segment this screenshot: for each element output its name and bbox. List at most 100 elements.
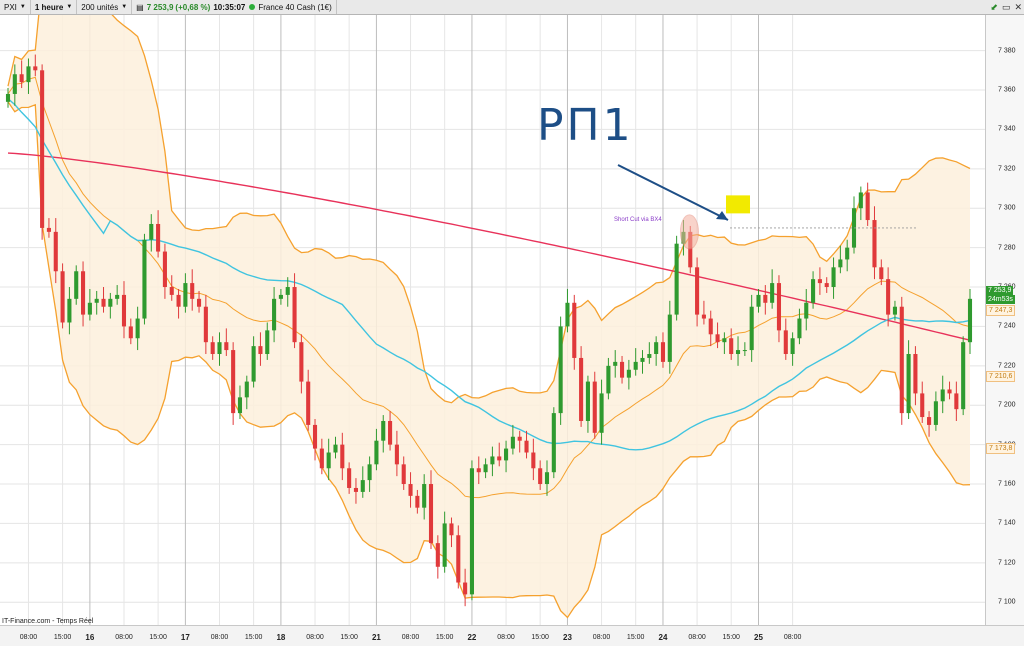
candle-down xyxy=(169,287,174,295)
candle-up xyxy=(74,271,79,299)
candle-up xyxy=(149,223,154,240)
x-tick-label: 24 xyxy=(658,633,668,642)
candle-down xyxy=(592,381,597,433)
candle-down xyxy=(660,342,666,362)
candle-up xyxy=(108,298,113,307)
candle-up xyxy=(961,342,966,410)
y-tick-label: 7 360 xyxy=(998,86,1016,94)
candle-up xyxy=(26,66,31,83)
candle-down xyxy=(60,271,65,323)
candle-up xyxy=(87,302,92,315)
candle-up xyxy=(797,318,802,339)
arrow-icon[interactable]: ⬋ xyxy=(990,1,998,12)
candle-down xyxy=(715,334,720,343)
candle-up xyxy=(626,369,631,378)
candle-down xyxy=(865,192,870,221)
candle-up xyxy=(667,314,672,362)
candle-down xyxy=(872,220,877,268)
moving-average-tag: 7 247,3 xyxy=(986,305,1016,316)
x-tick-label: 21 xyxy=(371,633,381,642)
y-tick-label: 7 120 xyxy=(998,559,1016,567)
candle-up xyxy=(244,381,249,398)
signal-label: Short Cut via BX4 xyxy=(614,217,662,223)
x-tick-label: 16 xyxy=(85,633,95,642)
candle-down xyxy=(729,338,734,355)
candle-up xyxy=(647,354,652,358)
candle-down xyxy=(497,456,502,461)
candle-up xyxy=(142,239,147,319)
price-chart[interactable] xyxy=(0,15,985,625)
candle-up xyxy=(5,93,11,102)
candle-up xyxy=(749,306,754,351)
candle-down xyxy=(688,231,693,268)
candle-up xyxy=(838,259,843,268)
candle-up xyxy=(892,306,897,315)
candle-up xyxy=(933,401,938,425)
highlight-box xyxy=(726,195,750,214)
x-tick-label: 08:00 xyxy=(783,634,802,641)
candle-up xyxy=(858,192,863,209)
candle-up xyxy=(469,468,474,595)
candle-up xyxy=(811,279,816,303)
handwritten-annotation: PΠ1 xyxy=(537,100,634,151)
close-icon[interactable]: ✕ xyxy=(1014,1,1022,12)
candle-up xyxy=(599,393,604,433)
y-tick-label: 7 340 xyxy=(998,125,1016,133)
candle-up xyxy=(237,397,243,414)
x-tick-label: 22 xyxy=(467,633,477,642)
x-tick-label: 08:00 xyxy=(497,634,515,641)
last-price-tag: 7 253,9 xyxy=(986,286,1014,295)
candle-down xyxy=(817,279,822,284)
x-tick-label: 08:00 xyxy=(19,634,38,641)
candle-up xyxy=(183,283,188,307)
candle-up xyxy=(544,472,550,485)
x-tick-label: 23 xyxy=(563,633,572,642)
bollinger-lower-line xyxy=(7,101,971,619)
candle-up xyxy=(845,247,850,260)
slow-ma-line xyxy=(7,152,971,341)
candle-up xyxy=(115,294,120,299)
candle-up xyxy=(633,361,638,370)
candle-down xyxy=(312,424,318,449)
y-tick-label: 7 140 xyxy=(998,519,1016,527)
candle-down xyxy=(353,487,359,492)
candle-down xyxy=(196,298,202,307)
window-controls: ⬋ ▭ ✕ xyxy=(990,0,1022,14)
last-price: 7 253,9 xyxy=(146,2,174,12)
y-tick-label: 7 220 xyxy=(998,362,1016,370)
candle-up xyxy=(483,464,488,473)
bollinger-fill xyxy=(8,15,970,618)
x-axis-panel xyxy=(0,625,1024,646)
candle-up xyxy=(831,267,836,288)
candle-up xyxy=(585,381,590,421)
x-tick-label: 15:00 xyxy=(722,634,740,641)
interval-selector[interactable]: 1 heure ▼ xyxy=(31,0,78,14)
candle-up xyxy=(510,436,515,449)
units-selector[interactable]: 200 unités ▼ xyxy=(77,0,133,14)
minimize-icon[interactable]: ▭ xyxy=(1001,1,1011,12)
y-tick-label: 7 300 xyxy=(998,204,1016,212)
candle-up xyxy=(551,413,556,473)
interval-label: 1 heure xyxy=(34,2,64,12)
candle-up xyxy=(367,464,372,481)
quote-info: ▤ 7 253,9 (+0,68 %) 10:35:07 France 40 C… xyxy=(132,0,337,14)
candle-up xyxy=(804,302,809,319)
symbol-selector[interactable]: PXI ▼ xyxy=(0,0,31,14)
candle-down xyxy=(176,294,181,307)
lower-band2-tag: 7 173,8 xyxy=(986,443,1016,454)
candle-up xyxy=(722,338,727,343)
bollinger-mid-line xyxy=(7,76,971,499)
candle-down xyxy=(190,283,195,299)
candle-down xyxy=(456,535,461,583)
x-tick-label: 08:00 xyxy=(401,634,420,641)
candle-down xyxy=(203,306,208,343)
candle-down xyxy=(428,484,434,544)
candle-down xyxy=(40,70,45,228)
candle-up xyxy=(67,298,72,323)
candle-up xyxy=(12,74,17,94)
x-tick-label: 15:00 xyxy=(53,634,72,641)
candle-up xyxy=(285,287,290,295)
countdown-tag: 24m53s xyxy=(986,295,1015,304)
candle-up xyxy=(217,342,222,355)
candle-up xyxy=(742,350,747,352)
